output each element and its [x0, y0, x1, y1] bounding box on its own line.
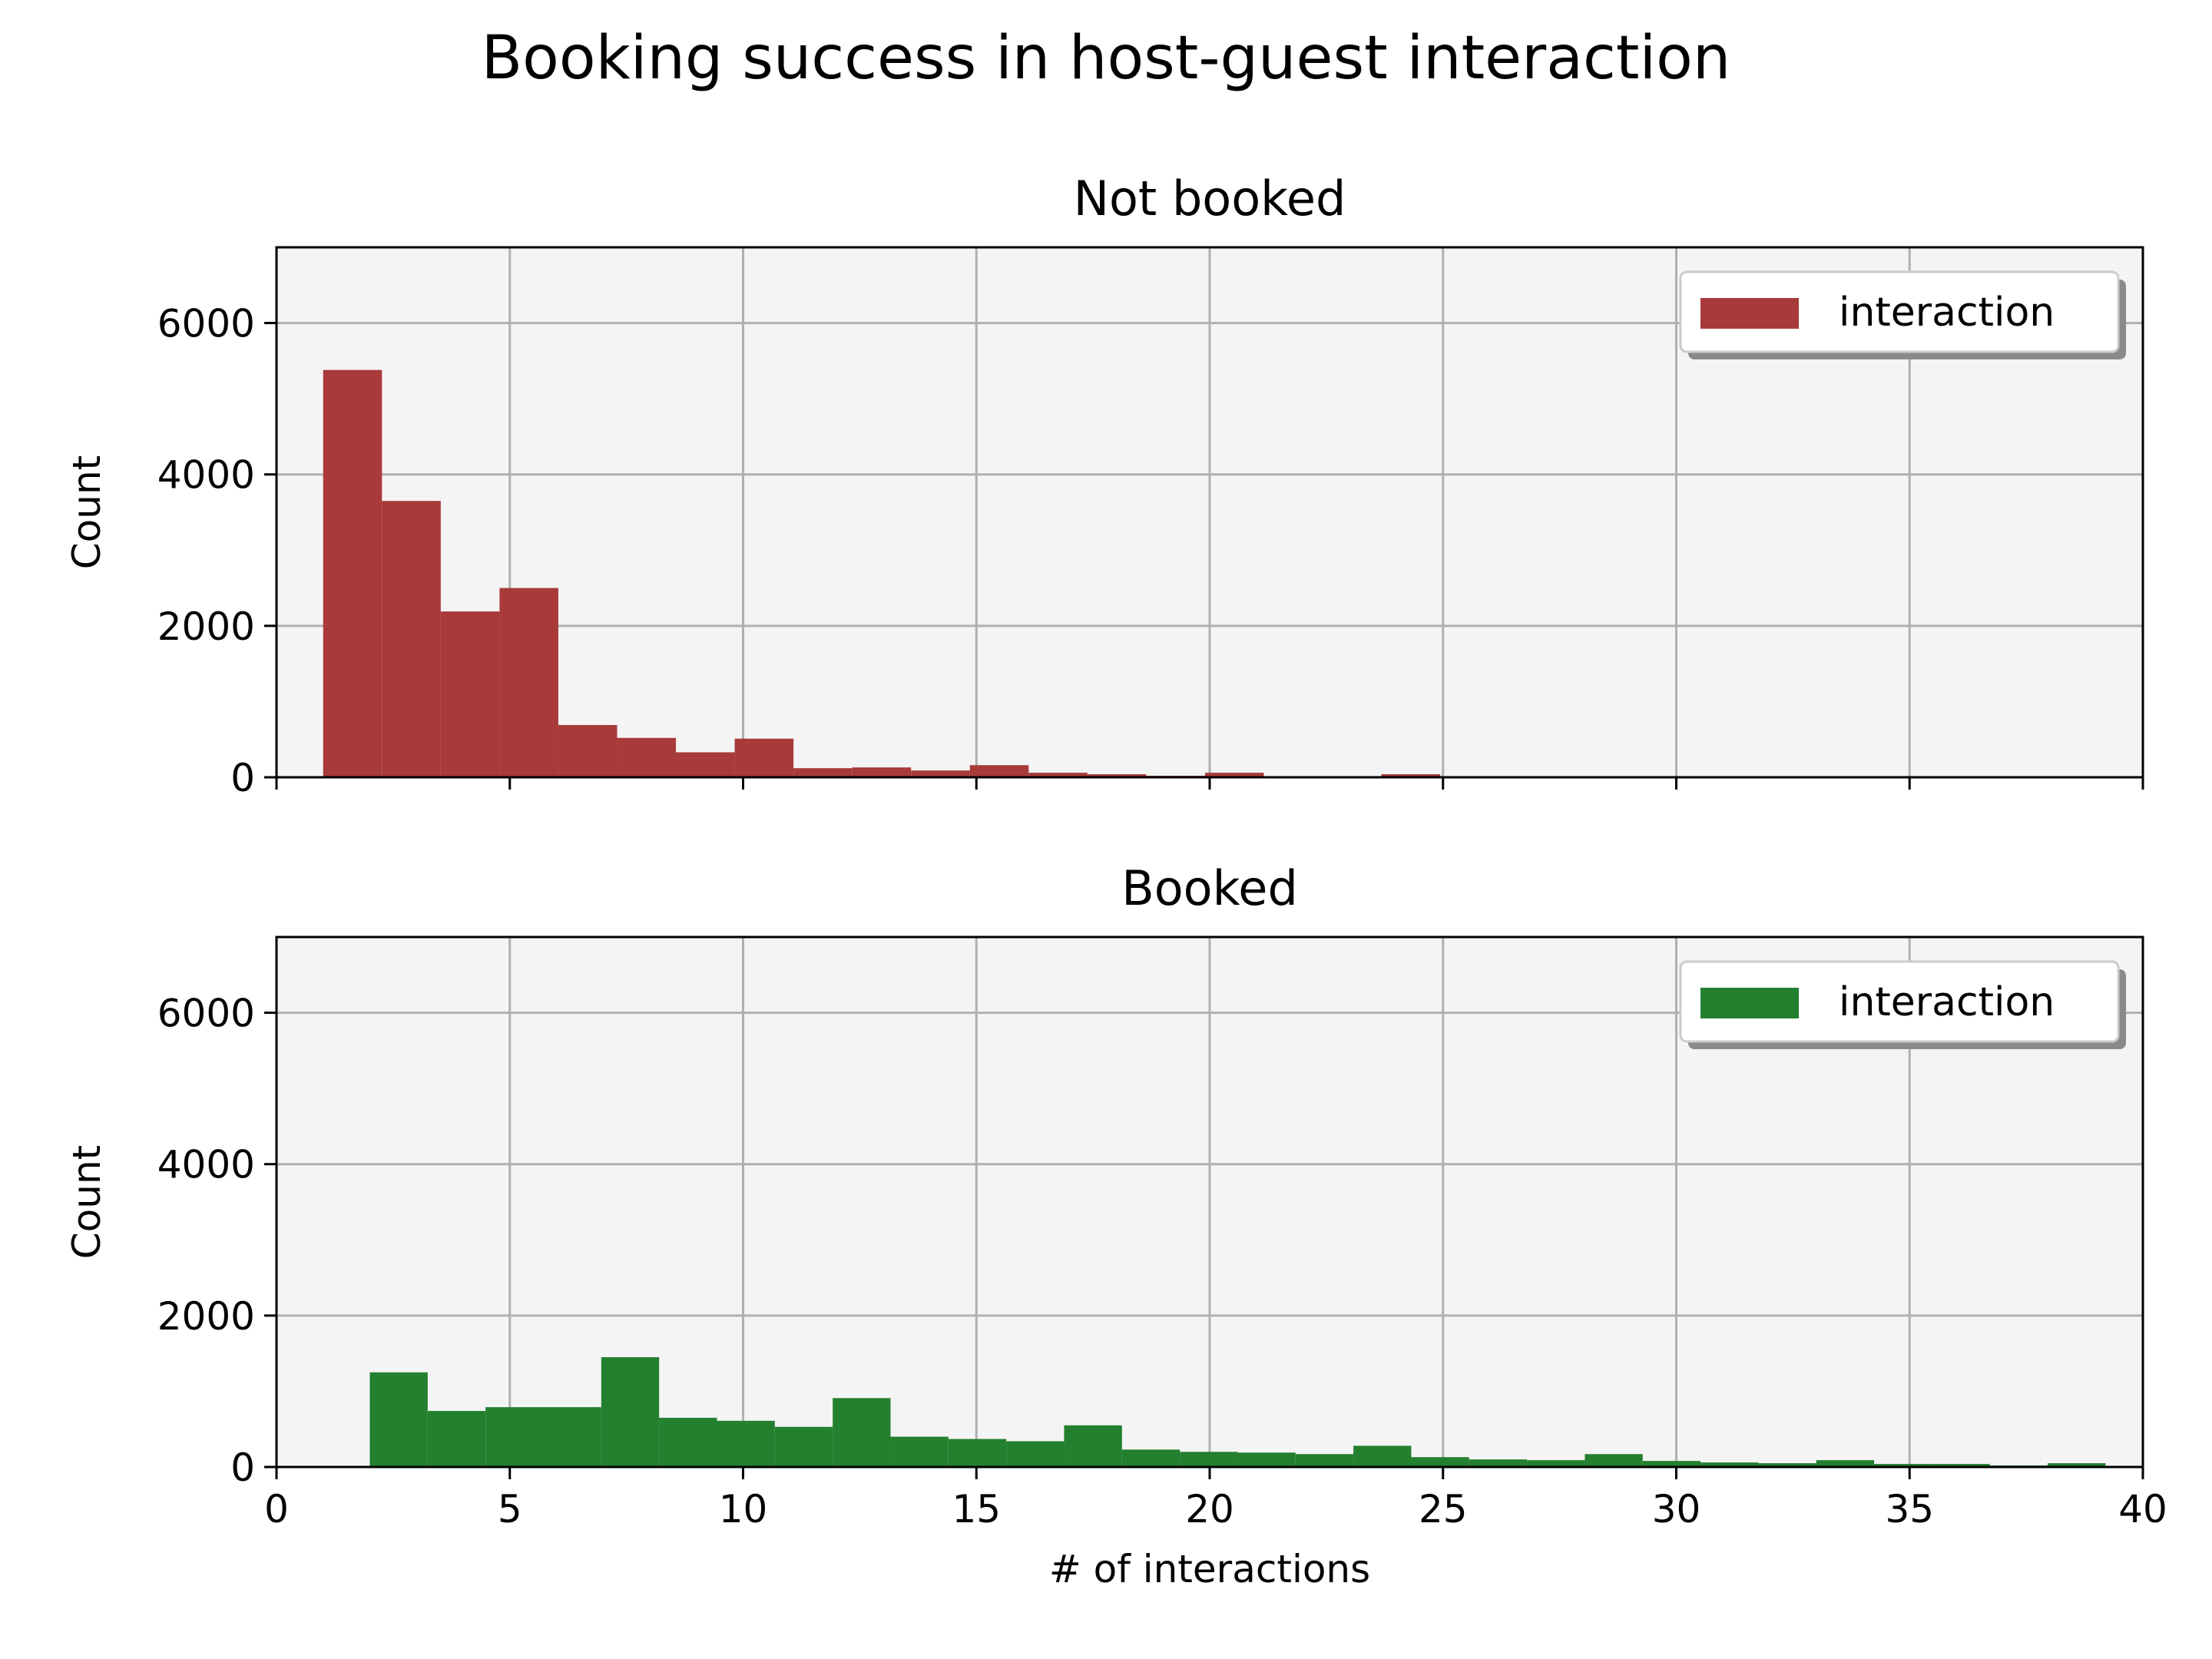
histogram-bar — [1028, 773, 1088, 777]
x-tick-label: 40 — [2118, 1487, 2167, 1532]
figure-title: Booking success in host-guest interactio… — [482, 24, 1731, 93]
histogram-bar — [440, 611, 500, 777]
histogram-bar — [558, 724, 618, 777]
x-tick-label: 25 — [1419, 1487, 1468, 1532]
histogram-bar — [369, 1372, 428, 1467]
histogram-bar — [485, 1407, 544, 1467]
x-tick-label: 20 — [1185, 1487, 1234, 1532]
histogram-bar — [717, 1420, 775, 1467]
histogram-bar — [890, 1436, 949, 1467]
legend-label: interaction — [1839, 290, 2055, 336]
axes-title: Booked — [1121, 860, 1298, 916]
x-tick-label: 10 — [719, 1487, 768, 1532]
histogram-bar — [1758, 1463, 1816, 1467]
axes-not-booked: 0 2000 4000 6000 Not booked Count interaction — [65, 171, 2144, 800]
histogram-bar — [969, 765, 1029, 777]
histogram-bar — [323, 369, 382, 778]
histogram-bar — [1204, 773, 1264, 777]
histogram-bar — [793, 768, 853, 777]
histogram-bar — [1064, 1425, 1122, 1467]
histogram-bar — [774, 1426, 833, 1467]
y-tick-label: 2000 — [157, 604, 255, 649]
legend-swatch — [1700, 298, 1799, 329]
y-axis-label: Count — [65, 455, 109, 570]
legend-box — [1679, 270, 2120, 353]
histogram-bar — [1700, 1462, 1759, 1467]
legend-box — [1679, 960, 2120, 1043]
y-tick-label: 4000 — [157, 1143, 255, 1187]
x-tick-label: 35 — [1885, 1487, 1934, 1532]
histogram-bar — [676, 752, 735, 777]
histogram-bar — [911, 770, 970, 777]
y-tick-label: 0 — [230, 1445, 255, 1490]
histogram-bar — [382, 501, 441, 777]
histogram-bar — [543, 1407, 601, 1467]
histogram-bar — [734, 738, 794, 777]
y-tick-label: 4000 — [157, 453, 255, 498]
histogram-bar — [659, 1417, 717, 1467]
histogram-bar — [1295, 1454, 1354, 1467]
histogram-bar — [1816, 1460, 1875, 1467]
y-tick-label: 6000 — [157, 302, 255, 346]
histogram-bar — [1087, 774, 1147, 777]
y-tick-label: 0 — [230, 756, 255, 800]
histogram-bar — [852, 767, 912, 777]
histogram-bar — [2048, 1463, 2106, 1467]
histogram-bar — [1180, 1452, 1238, 1467]
legend: interaction — [1679, 960, 2126, 1049]
y-axis-label: Count — [65, 1145, 109, 1260]
histogram-bar — [1584, 1454, 1643, 1467]
x-tick-label: 5 — [498, 1487, 522, 1532]
axes-title: Not booked — [1074, 171, 1346, 227]
histogram-bar — [1121, 1449, 1181, 1467]
x-tick-label: 30 — [1652, 1487, 1701, 1532]
legend: interaction — [1679, 270, 2126, 359]
histogram-bar — [1874, 1464, 1932, 1467]
x-tick-label: 0 — [264, 1487, 289, 1532]
legend-label: interaction — [1839, 979, 2055, 1025]
axes-booked: 0 5 10 15 20 25 30 35 40 0 2000 4000 6000 Booked Count… — [65, 860, 2167, 1591]
histogram-bar — [833, 1398, 891, 1467]
histogram-bar — [1411, 1457, 1469, 1467]
x-axis-label: # of interactions — [1049, 1547, 1370, 1591]
histogram-bar — [1237, 1452, 1296, 1467]
histogram-bar — [948, 1439, 1007, 1467]
histogram-bar — [1006, 1441, 1065, 1467]
legend-swatch — [1700, 988, 1799, 1018]
histogram-bars — [369, 1357, 2106, 1467]
histogram-bar — [1932, 1464, 1990, 1467]
histogram-bar — [1469, 1459, 1528, 1467]
y-tick-label: 6000 — [157, 992, 255, 1036]
histogram-bar — [1353, 1445, 1412, 1467]
histogram-bar — [1381, 774, 1441, 777]
histogram-bar — [1527, 1460, 1585, 1467]
histogram-bar — [617, 737, 677, 777]
x-tick-label: 15 — [952, 1487, 1001, 1532]
histogram-bar — [601, 1357, 660, 1467]
histogram-bar — [427, 1411, 486, 1467]
histogram-bar — [1642, 1461, 1701, 1467]
histogram-bars — [323, 369, 1441, 778]
y-tick-label: 2000 — [157, 1294, 255, 1339]
histogram-bar — [499, 588, 558, 777]
